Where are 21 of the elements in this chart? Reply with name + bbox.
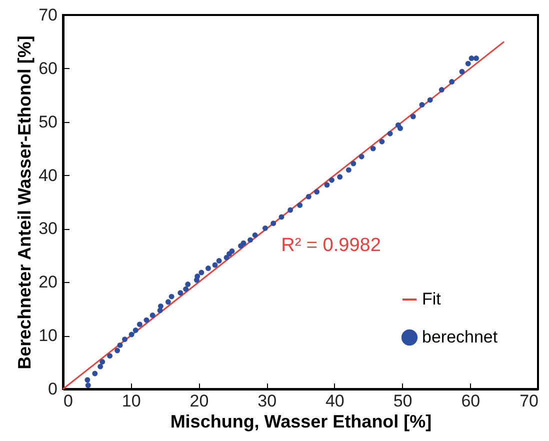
y-axis-title: Berechneter Anteil Wasser-Ethonol [%] [14, 36, 35, 370]
y-tick-label: 40 [38, 166, 58, 185]
legend-label: Fit [422, 290, 442, 308]
x-tick-label: 20 [190, 392, 209, 410]
x-tick-label: 50 [393, 392, 412, 410]
x-tick-label: 0 [64, 392, 73, 410]
y-tick-label: 50 [38, 112, 58, 132]
x-tick-label: 70 [520, 392, 538, 410]
y-tick-label: 20 [38, 272, 58, 292]
x-tick-label: 10 [122, 392, 141, 410]
x-tick-label: 60 [461, 392, 480, 410]
x-tick-label: 30 [258, 392, 277, 410]
annotation: R² = 0.9982 [281, 235, 381, 256]
y-tick-label: 10 [38, 326, 58, 346]
y-tick-label: 60 [38, 58, 58, 78]
y-tick-label: 70 [38, 6, 58, 24]
y-tick-label: 0 [48, 380, 58, 398]
x-axis-title: Mischung, Wasser Ethanol [%] [170, 412, 432, 432]
legend-label: berechnet [422, 328, 498, 346]
x-tick-label: 40 [325, 392, 344, 410]
y-tick-label: 30 [38, 219, 58, 238]
